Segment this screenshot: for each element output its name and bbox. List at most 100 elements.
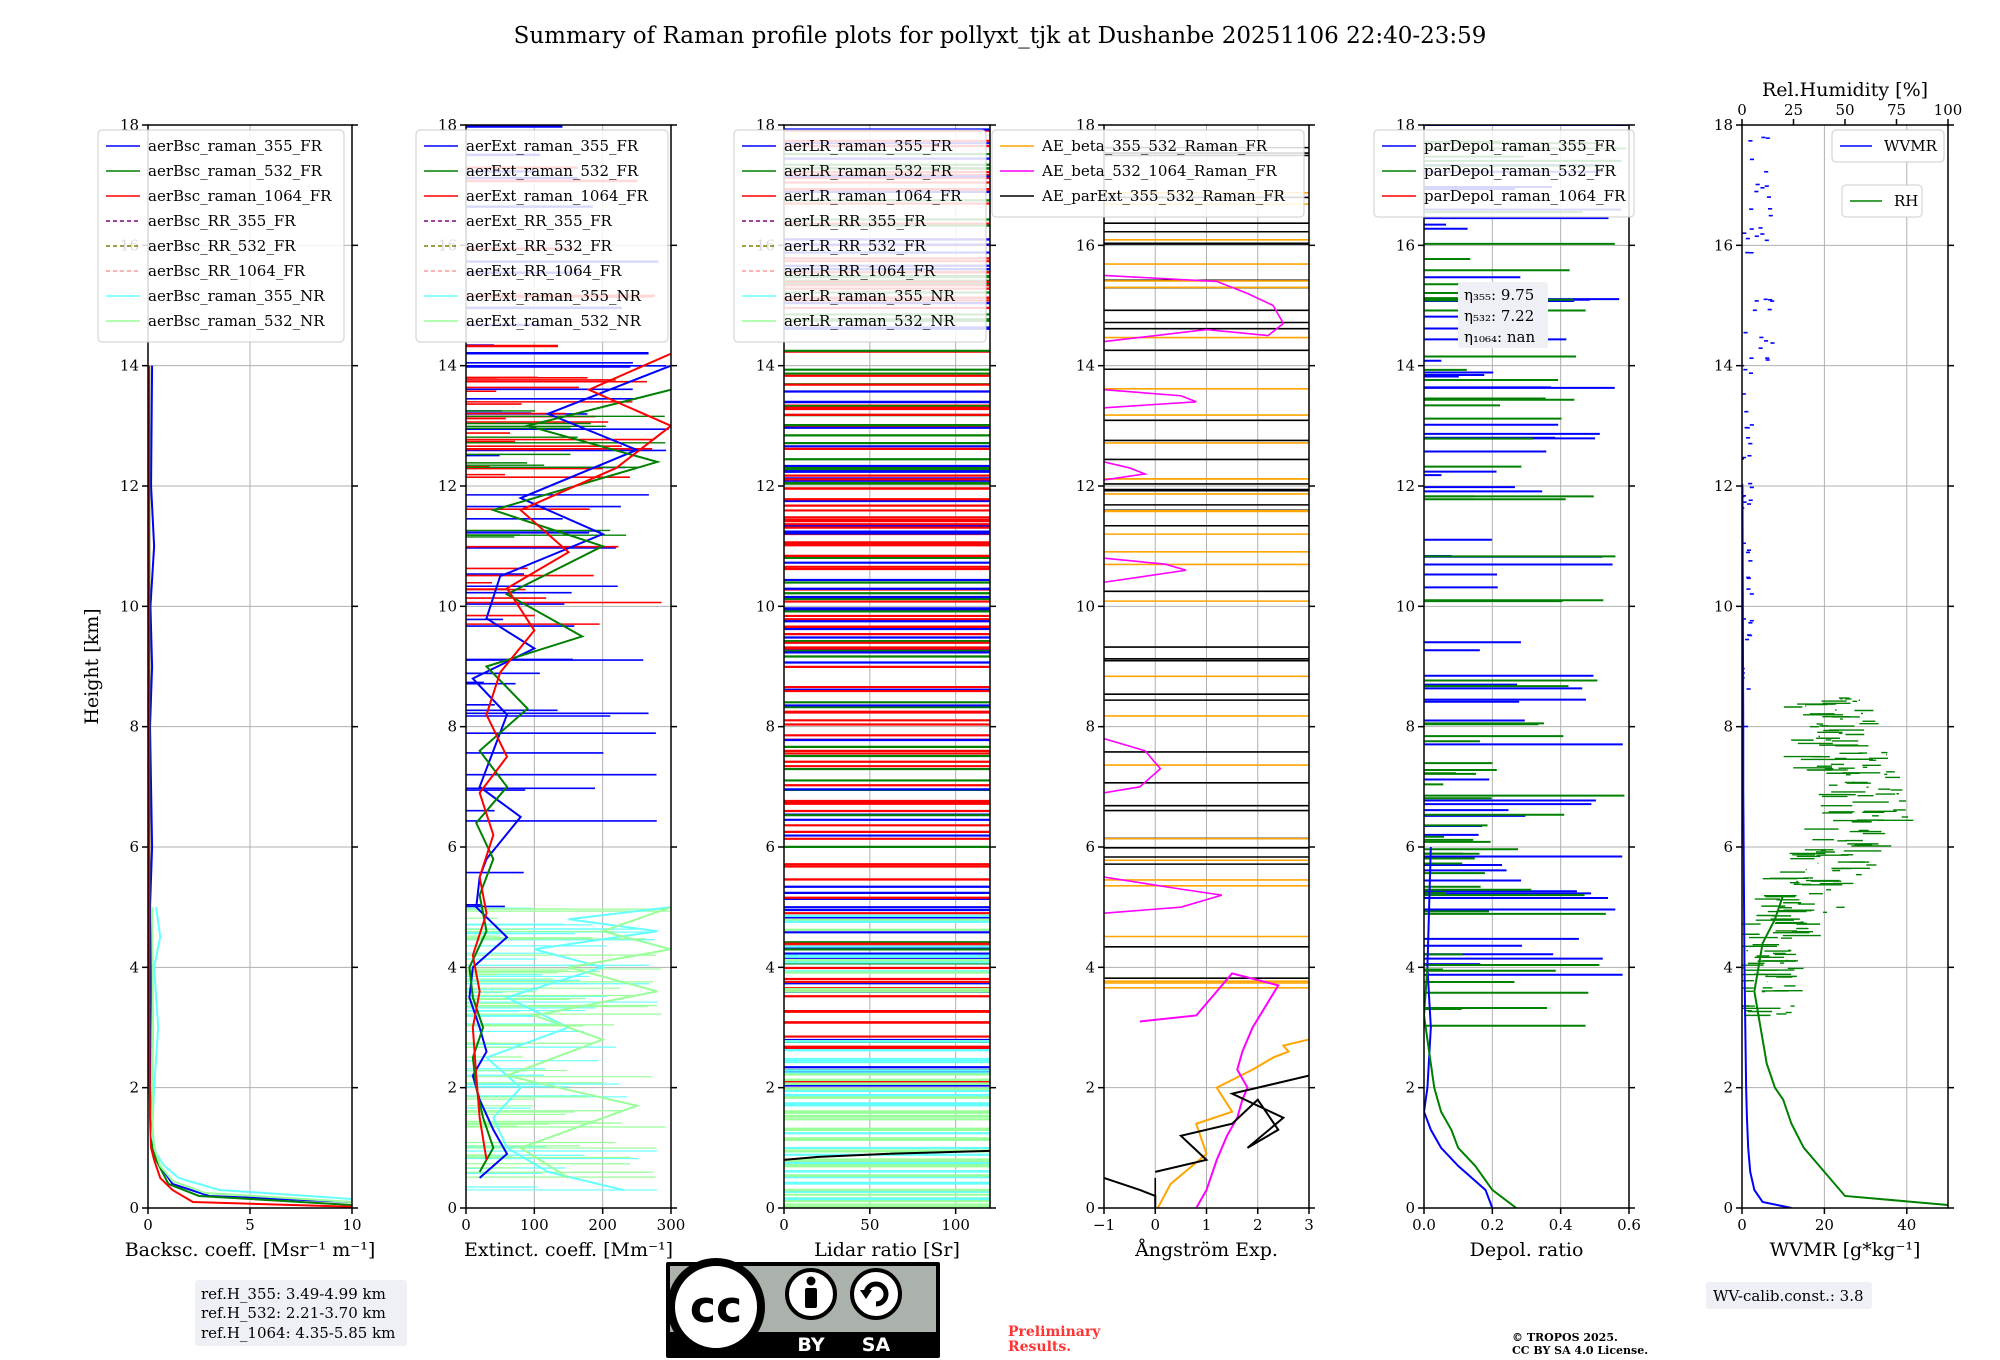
legend-label: aerLR_raman_1064_FR [784, 187, 962, 205]
preliminary-line-2: Results. [1008, 1339, 1071, 1355]
wv-calibration-const: WV-calib.const.: 3.8 [1713, 1287, 1864, 1305]
legend-label: aerBsc_raman_532_NR [148, 312, 325, 330]
series-AE_beta_355_532_Raman_FR [1156, 1038, 1309, 1208]
y-tick-label: 6 [1085, 838, 1095, 856]
y-tick-label: 2 [447, 1079, 457, 1097]
copyright-line-1: © TROPOS 2025. [1512, 1331, 1618, 1344]
y-tick-label: 2 [1085, 1079, 1095, 1097]
legend-label: aerLR_RR_355_FR [784, 212, 926, 230]
panel-frame [465, 124, 672, 1209]
annotation-line: η₃₅₅: 9.75 [1464, 286, 1534, 304]
y-tick-label: 14 [1714, 357, 1733, 375]
badge-sa-label: SA [862, 1334, 891, 1356]
legend-label: aerExt_raman_355_NR [466, 287, 642, 305]
panel-frame [1423, 124, 1630, 1209]
legend-label: aerLR_raman_355_NR [784, 287, 955, 305]
x-tick-label: 0.2 [1480, 1216, 1504, 1234]
y-tick-label: 14 [438, 357, 457, 375]
y-tick-label: 2 [1405, 1079, 1415, 1097]
y-tick-label: 10 [1396, 597, 1415, 615]
legend-label: aerLR_raman_355_FR [784, 137, 953, 155]
x-tick-label: 10 [342, 1216, 361, 1234]
y-tick-label: 12 [1076, 477, 1095, 495]
series-aerExt_raman_1064_FR [471, 352, 671, 1161]
reference-heights-box: ref.H_355: 3.49-4.99 km ref.H_532: 2.21-… [195, 1280, 407, 1346]
series-parDepol_raman_532_FR [1424, 967, 1517, 1208]
x-tick-label: 0.0 [1412, 1216, 1436, 1234]
x2-tick-label: 25 [1784, 101, 1803, 119]
x-tick-label: 50 [860, 1216, 879, 1234]
y-tick-label: 8 [1405, 718, 1415, 736]
legend-label: aerExt_raman_532_FR [466, 162, 639, 180]
lr-line-black [784, 1149, 990, 1161]
y-tick-label: 0 [447, 1199, 457, 1217]
x-tick-label: 300 [657, 1216, 686, 1234]
wv-calibration-box: WV-calib.const.: 3.8 [1706, 1282, 1872, 1309]
y-tick-label: 12 [1396, 477, 1415, 495]
ae-magenta-bump [1104, 737, 1162, 794]
y-tick-label: 6 [765, 838, 775, 856]
y-tick-label: 0 [1723, 1199, 1733, 1217]
plot-area [148, 365, 352, 1208]
y-tick-label: 10 [756, 597, 775, 615]
ae-magenta-bump [1104, 388, 1197, 409]
series-aerBsc_raman_532_NR [151, 907, 352, 1203]
legend-box [1373, 129, 1635, 218]
series-aerBsc_raman_532_FR [148, 365, 352, 1206]
x-tick-label: 0.4 [1549, 1216, 1573, 1234]
legend-angstrom: AE_beta_355_532_Raman_FR AE_beta_532_1064… [991, 129, 1305, 218]
panel-frame [1741, 124, 1949, 1209]
series-aerExt_raman_532_FR [468, 388, 671, 1173]
y-tick-label: 12 [438, 477, 457, 495]
attribution-icon-body [805, 1288, 817, 1308]
x-tick-label: 100 [941, 1216, 970, 1234]
y-tick-label: 10 [120, 597, 139, 615]
x-axis-label: Extinct. coeff. [Mm⁻¹] [464, 1239, 673, 1261]
y-tick-label: 14 [120, 357, 139, 375]
legend-box [991, 129, 1305, 218]
ref-height-355: ref.H_355: 3.49-4.99 km [201, 1285, 386, 1303]
y-tick-label: 6 [1405, 838, 1415, 856]
chart-panel-lidar_ratio: 024681012141618050100Lidar ratio [Sr]aer… [733, 116, 996, 1261]
y-tick-label: 0 [765, 1199, 775, 1217]
legend-label: aerBsc_RR_532_FR [148, 237, 296, 255]
legend-label: AE_beta_532_1064_Raman_FR [1041, 162, 1277, 180]
cc-logo-text: cc [690, 1282, 742, 1333]
y-tick-label: 2 [129, 1079, 139, 1097]
legend-label: RH [1894, 192, 1918, 210]
legend-label: aerExt_raman_1064_FR [466, 187, 648, 205]
copyright-line-2: CC BY SA 4.0 License. [1512, 1344, 1648, 1357]
legend-label: AE_beta_355_532_Raman_FR [1041, 137, 1268, 155]
legend-label: aerBsc_RR_355_FR [148, 212, 296, 230]
legend-label: parDepol_raman_532_FR [1424, 162, 1617, 180]
x-axis-label: Lidar ratio [Sr] [814, 1239, 960, 1261]
series-aerBsc_raman_355_NR [151, 907, 352, 1200]
y-tick-label: 16 [1396, 236, 1415, 254]
y-tick-label: 0 [1085, 1199, 1095, 1217]
legend-box [733, 129, 987, 343]
y-tick-label: 4 [1085, 958, 1095, 976]
y-tick-label: 6 [129, 838, 139, 856]
x2-tick-label: 75 [1887, 101, 1906, 119]
y-tick-label: 4 [1723, 958, 1733, 976]
x-axis-label: Depol. ratio [1470, 1239, 1584, 1261]
x-tick-label: 0 [1150, 1216, 1160, 1234]
y-tick-label: 10 [1076, 597, 1095, 615]
legend-label: parDepol_raman_1064_FR [1424, 187, 1626, 205]
x-tick-label: 0 [779, 1216, 789, 1234]
y-tick-label: 18 [1714, 116, 1733, 134]
y-tick-label: 16 [1076, 236, 1095, 254]
legend-rh: RH [1841, 184, 1923, 218]
ae-magenta-bump [1104, 557, 1187, 584]
legend-label: aerExt_RR_1064_FR [466, 262, 622, 280]
legend-label: aerLR_RR_532_FR [784, 237, 926, 255]
y-tick-label: 0 [1405, 1199, 1415, 1217]
y-tick-label: 2 [765, 1079, 775, 1097]
cc-by-sa-badge[interactable]: cc BY SA [666, 1258, 940, 1358]
y-tick-label: 10 [1714, 597, 1733, 615]
y-tick-label: 4 [1405, 958, 1415, 976]
legend-label: aerBsc_raman_1064_FR [148, 187, 332, 205]
